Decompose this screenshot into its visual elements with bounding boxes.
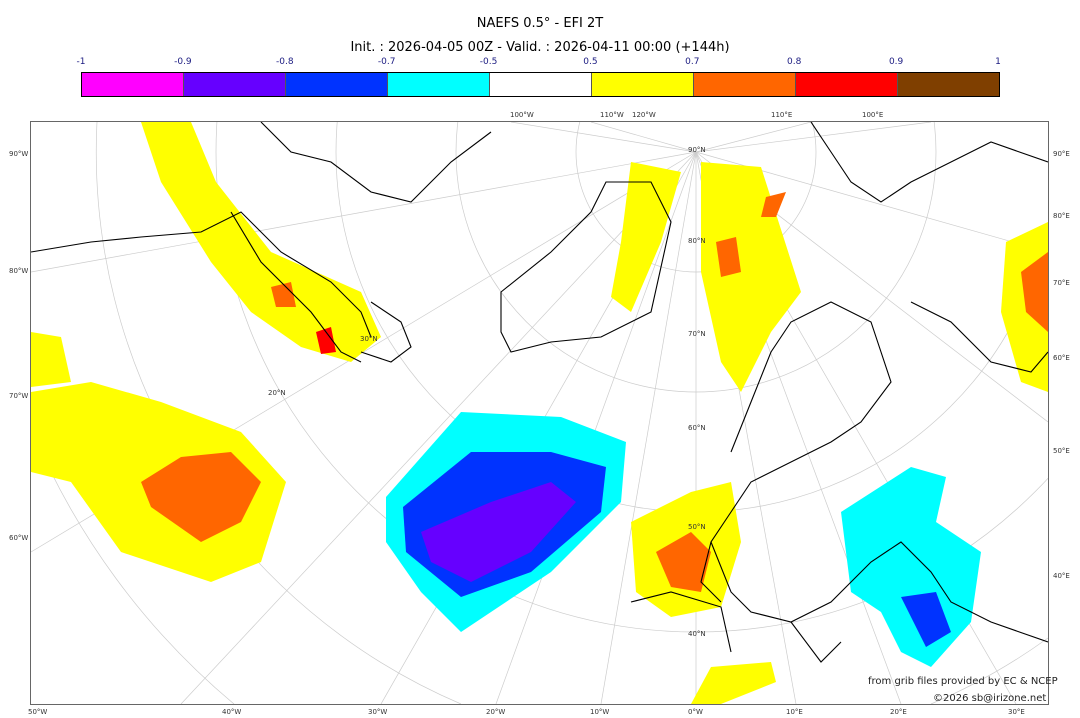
axis-label: 20°N (268, 389, 286, 397)
axis-label: 100°W (510, 111, 534, 119)
axis-label: 30°E (1008, 708, 1025, 716)
colorbar-swatch (796, 73, 898, 96)
axis-label: 90°E (1053, 150, 1070, 158)
axis-label: 120°W (632, 111, 656, 119)
colorbar-swatch (388, 73, 490, 96)
colorbar-swatch (694, 73, 796, 96)
colorbar-tick: -1 (76, 57, 86, 67)
axis-label: 10°E (786, 708, 803, 716)
colorbar-tick: 0.7 (685, 57, 700, 67)
colorbar-tick: 0.5 (583, 57, 598, 67)
axis-label: 70°W (9, 392, 29, 400)
colorbar-tick: -0.9 (174, 57, 192, 67)
map-subtitle: Init. : 2026-04-05 00Z - Valid. : 2026-0… (350, 40, 730, 55)
axis-label: 90°W (9, 150, 29, 158)
colorbar-swatch (592, 73, 694, 96)
axis-label: 50°E (1053, 447, 1070, 455)
axis-label: 100°E (862, 111, 884, 119)
colorbar-tick: 1 (995, 57, 1001, 67)
axis-label: 80°N (688, 237, 706, 245)
graticule (31, 122, 1048, 704)
axis-label: 20°E (890, 708, 907, 716)
colorbar-swatch (82, 73, 184, 96)
colorbar-swatch (286, 73, 388, 96)
axis-label: 40°E (1053, 572, 1070, 580)
axis-label: 90°N (688, 146, 706, 154)
axis-label: 20°W (486, 708, 506, 716)
colorbar (81, 72, 1000, 97)
axis-label: 40°N (688, 630, 706, 638)
axis-label: 50°W (28, 708, 48, 716)
map-title: NAEFS 0.5° - EFI 2T (476, 16, 604, 31)
source-credit: from grib files provided by EC & NCEP (868, 676, 1058, 687)
efi-map (30, 121, 1049, 705)
axis-label: 110°W (600, 111, 624, 119)
colorbar-tick: 0.9 (888, 57, 904, 67)
axis-label: 60°N (688, 424, 706, 432)
axis-label: 30°W (368, 708, 388, 716)
axis-label: 40°W (222, 708, 242, 716)
axis-label: 0°W (688, 708, 703, 716)
colorbar-tick: -0.5 (479, 57, 498, 67)
colorbar-swatch (898, 73, 999, 96)
coastlines (31, 122, 1048, 663)
copyright: ©2026 sb@irizone.net (933, 693, 1047, 704)
axis-label: 30°N (360, 335, 378, 343)
axis-label: 10°W (590, 708, 610, 716)
colorbar-tick: -0.7 (377, 57, 396, 67)
colorbar-swatch (490, 73, 592, 96)
axis-label: 60°W (9, 534, 29, 542)
axis-label: 110°E (771, 111, 793, 119)
colorbar-swatch (184, 73, 286, 96)
efi-field (31, 122, 1048, 704)
colorbar-tick: 0.8 (787, 57, 802, 67)
axis-label: 70°N (688, 330, 706, 338)
axis-label: 50°N (688, 523, 706, 531)
map-canvas (31, 122, 1048, 704)
axis-label: 80°E (1053, 212, 1070, 220)
axis-label: 80°W (9, 267, 29, 275)
colorbar-tick: -0.8 (275, 57, 294, 67)
axis-label: 70°E (1053, 279, 1070, 287)
axis-label: 60°E (1053, 354, 1070, 362)
